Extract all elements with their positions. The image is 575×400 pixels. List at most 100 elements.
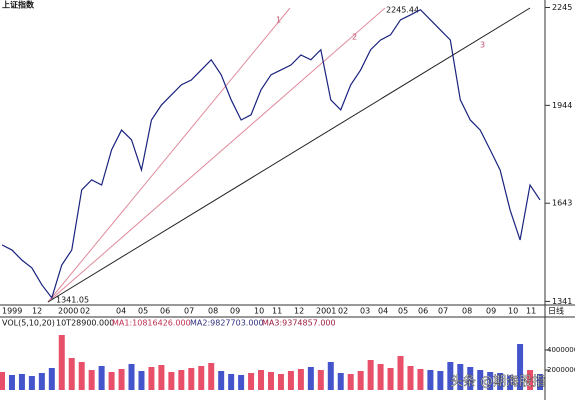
volume-bar [248,373,255,390]
volume-bar [407,366,414,390]
x-tick-label: 05 [398,307,408,316]
x-tick-label: 04 [116,307,126,316]
x-tick-label: 02 [80,307,90,316]
legend-entry: MA1:10816426.000 [112,319,191,328]
volume-bar [48,368,55,390]
volume-bar [377,364,384,390]
volume-bar [88,370,95,390]
volume-bar [258,370,265,390]
y-tick-label: 1643 [552,199,572,208]
volume-bar [517,344,524,390]
x-tick-label: 11 [526,307,536,316]
volume-bar [238,375,245,390]
volume-bar [128,364,135,390]
y-tick-label: 1341 [552,297,572,306]
fan-line [47,7,386,303]
annotation: 2245.44 [386,6,419,15]
volume-bar [467,367,474,390]
x-tick-label: 10 [254,307,264,316]
y-tick-label: 2245 [552,3,572,12]
volume-bar [397,356,404,390]
volume-bar [507,375,514,390]
volume-bar [28,376,35,390]
legend-entry: MA3:9374857.000 [262,319,336,328]
volume-bar [198,366,205,390]
volume-bar [148,367,155,390]
fan-line [47,7,531,303]
x-tick-label: 2000 [58,307,78,316]
x-tick-label: 08 [208,307,218,316]
x-tick-label: 10 [508,307,518,316]
y-tick-label: 1944 [552,101,572,110]
x-tick-label: 2001 [316,307,336,316]
volume-bar [178,370,185,390]
volume-bar [497,373,504,390]
x-tick-label: 06 [418,307,428,316]
volume-bar [78,362,85,390]
x-tick-label: 12 [294,307,304,316]
volume-bar [158,365,165,390]
annotation: 3 [480,41,485,50]
annotation: 1341.05 [56,296,89,305]
volume-bar [427,370,434,390]
x-tick-label: 1999 [2,307,22,316]
volume-bar [8,375,15,390]
x-tick-label: 02 [338,307,348,316]
volume-bar [487,372,494,390]
volume-bar [108,372,115,390]
chart-title: 上证指数 [2,0,35,10]
volume-bar [297,369,304,390]
annotation: 1 [276,16,281,25]
x-tick-label: 03 [360,307,370,316]
volume-bar [98,366,105,390]
volume-bar [437,371,444,390]
y-tick-label: 4000000 [547,346,575,354]
volume-title: VOL(5,10,20) [2,319,55,328]
volume-bar [327,362,334,390]
legend-entry: 10T28900.000 [56,319,114,328]
volume-bar [317,370,324,390]
x-tick-label: 09 [486,307,496,316]
volume-bar [218,371,225,390]
x-tick-label: 07 [184,307,194,316]
volume-bar [307,367,314,390]
x-tick-label: 06 [160,307,170,316]
x-tick-label: 12 [32,307,42,316]
volume-bar [347,374,354,390]
volume-bar [268,372,274,390]
legend-entry: MA2:9827703.000 [190,319,264,328]
volume-bar [0,372,5,390]
price-line [1,9,541,300]
volume-bar [58,335,65,390]
fan-line [47,7,291,303]
volume-bar [68,358,75,390]
x-tick-label: 07 [438,307,448,316]
volume-bar [417,369,424,390]
x-tick-label: 05 [138,307,148,316]
x-tick-label: 08 [462,307,472,316]
volume-bar [357,371,364,390]
volume-bar [168,372,175,390]
volume-bar [188,368,195,390]
x-tick-label: 日线 [548,306,564,316]
watermark: 头条 @期海股指 [450,374,545,390]
volume-bar [228,374,235,390]
volume-bar [387,368,394,390]
x-tick-label: 11 [272,307,282,316]
volume-bar [337,373,344,390]
volume-bar [447,362,454,390]
volume-bar [537,374,543,390]
x-tick-label: 04 [378,307,388,316]
annotation: 2 [352,33,357,42]
x-tick-label: 09 [230,307,240,316]
volume-bar [477,370,484,390]
volume-bar [287,371,294,390]
volume-bar [118,369,125,390]
volume-bar [527,370,534,390]
volume-bar [367,360,374,390]
volume-bar [277,374,284,390]
volume-bar [208,363,215,390]
volume-bar [18,374,25,390]
